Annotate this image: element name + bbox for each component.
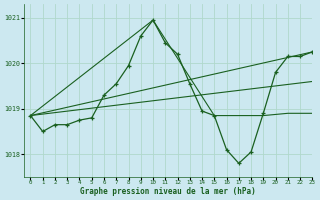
X-axis label: Graphe pression niveau de la mer (hPa): Graphe pression niveau de la mer (hPa) — [80, 187, 256, 196]
